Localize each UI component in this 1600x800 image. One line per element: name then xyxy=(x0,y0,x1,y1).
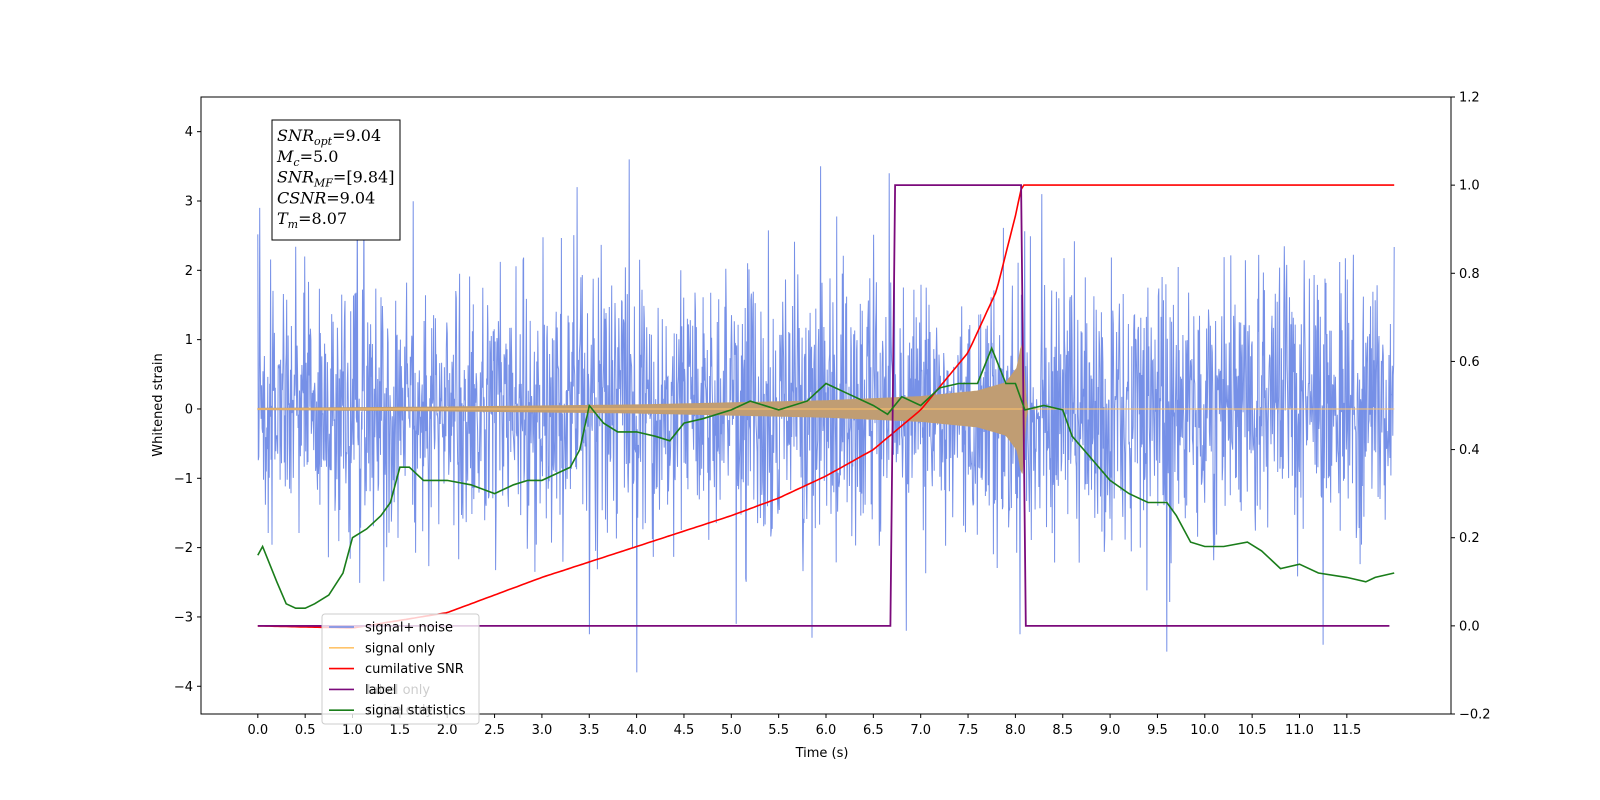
annotation-line: Mc=5.0 xyxy=(276,147,338,169)
y-tick-label: 3 xyxy=(185,194,193,209)
y-axis-title: Whitened strain xyxy=(151,353,166,456)
y-tick-label: −3 xyxy=(174,610,193,625)
annotation-line: Tm=8.07 xyxy=(277,209,347,231)
y-right-tick-label: 1.0 xyxy=(1459,179,1480,194)
series-signal-statistics xyxy=(257,346,1395,609)
y-tick-label: 0 xyxy=(185,402,193,417)
annotation-line: SNRopt=9.04 xyxy=(277,126,381,148)
series-cumulative-snr xyxy=(257,184,1395,629)
x-tick-label: 3.5 xyxy=(579,723,600,738)
x-tick-label: 11.5 xyxy=(1332,723,1361,738)
y-tick-label: −4 xyxy=(174,680,193,695)
series-label xyxy=(257,184,1390,627)
legend: label only noise only signal+ noisesigna… xyxy=(321,613,480,725)
y-right-tick-label: 0.2 xyxy=(1459,531,1480,546)
x-tick-label: 7.5 xyxy=(958,723,979,738)
x-tick-label: 9.5 xyxy=(1147,723,1168,738)
legend-label: label xyxy=(365,683,396,698)
x-axis: 0.0 0.5 1.0 1.5 2.0 2.5 3.0 3.5 4.0 4.5 5.0 5.5 6.0 6… xyxy=(247,714,1361,738)
y-axis-right: 1.2 1.0 0.8 0.6 0.4 0.2 0.0 −0.2 xyxy=(1451,91,1491,723)
x-tick-label: 0.0 xyxy=(247,723,268,738)
x-tick-label: 1.0 xyxy=(342,723,363,738)
signal-statistics-line xyxy=(257,346,1395,609)
x-tick-label: 6.5 xyxy=(863,723,884,738)
y-right-tick-label: 1.2 xyxy=(1459,91,1480,106)
y-right-tick-label: 0.8 xyxy=(1459,267,1480,282)
x-tick-label: 5.5 xyxy=(768,723,789,738)
y-right-tick-label: 0.4 xyxy=(1459,443,1480,458)
x-tick-label: 8.5 xyxy=(1052,723,1073,738)
x-axis-title: Time (s) xyxy=(795,746,849,761)
x-tick-label: 4.5 xyxy=(674,723,695,738)
plot-area xyxy=(257,159,1395,673)
y-tick-label: −1 xyxy=(174,472,193,487)
cumulative-snr-line xyxy=(257,184,1395,629)
x-tick-label: 6.0 xyxy=(816,723,837,738)
y-axis-left: 4 3 2 1 0 −1 −2 −3 −4 xyxy=(174,125,201,695)
y-tick-label: 4 xyxy=(185,125,193,140)
y-tick-label: −2 xyxy=(174,541,193,556)
annotation-line: CSNR=9.04 xyxy=(277,188,375,207)
x-tick-label: 5.0 xyxy=(721,723,742,738)
legend-label: signal+ noise xyxy=(365,621,453,636)
legend-label: cumilative SNR xyxy=(365,662,464,677)
legend-frame xyxy=(321,613,480,725)
x-tick-label: 0.5 xyxy=(295,723,316,738)
x-tick-label: 7.0 xyxy=(910,723,931,738)
annotation-frame xyxy=(271,119,401,241)
y-tick-label: 1 xyxy=(185,333,193,348)
x-tick-label: 10.0 xyxy=(1190,723,1219,738)
x-tick-label: 11.0 xyxy=(1285,723,1314,738)
annotation-line: SNRMF=[9.84] xyxy=(277,168,394,190)
y-tick-label: 2 xyxy=(185,264,193,279)
y-right-tick-label: 0.0 xyxy=(1459,619,1480,634)
x-tick-label: 1.5 xyxy=(390,723,411,738)
x-tick-label: 9.0 xyxy=(1100,723,1121,738)
x-tick-label: 4.0 xyxy=(626,723,647,738)
legend-label: signal only xyxy=(365,641,435,656)
x-tick-label: 8.0 xyxy=(1005,723,1026,738)
y-right-tick-label: −0.2 xyxy=(1459,708,1491,723)
label-line xyxy=(257,184,1390,627)
y-right-tick-label: 0.6 xyxy=(1459,355,1480,370)
x-tick-label: 10.5 xyxy=(1238,723,1267,738)
x-tick-label: 2.0 xyxy=(437,723,458,738)
x-tick-label: 2.5 xyxy=(484,723,505,738)
x-tick-label: 3.0 xyxy=(532,723,553,738)
legend-label: signal statistics xyxy=(365,704,466,719)
series-signal-only xyxy=(257,344,1395,474)
